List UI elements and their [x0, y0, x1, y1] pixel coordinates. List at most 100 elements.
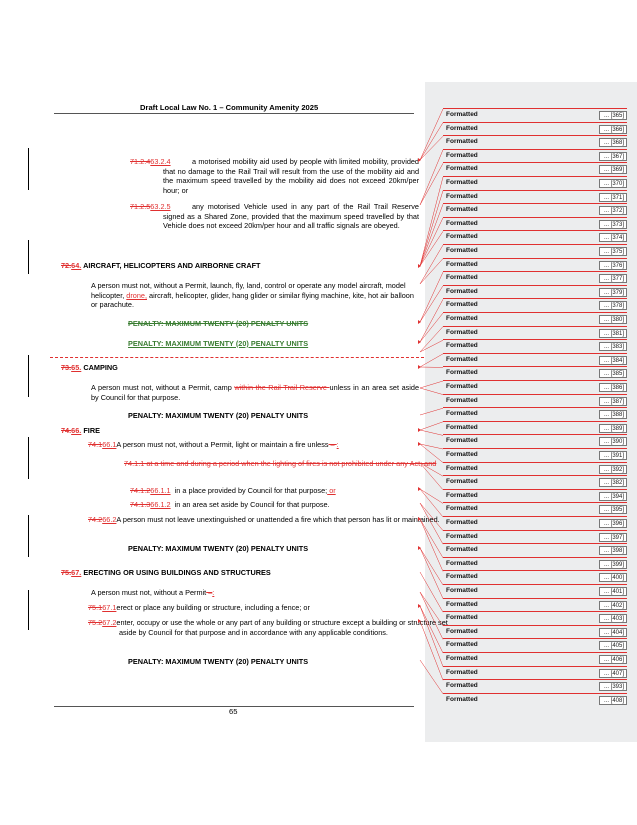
formatted-balloon[interactable]: Formatted ... [403] [443, 611, 627, 626]
balloon-ref-link[interactable]: ... [393] [599, 682, 627, 692]
formatted-balloon[interactable]: Formatted ... [377] [443, 271, 627, 286]
balloon-ref-link[interactable]: ... [395] [599, 505, 627, 515]
balloon-ref-link[interactable]: ... [405] [599, 641, 627, 651]
formatted-balloon[interactable]: Formatted ... [400] [443, 570, 627, 585]
formatted-balloon[interactable]: Formatted ... [376] [443, 257, 627, 273]
balloon-label: Formatted [446, 573, 478, 581]
formatted-balloon[interactable]: Formatted ... [394] [443, 488, 627, 504]
balloon-ref-link[interactable]: ... [392] [599, 464, 627, 474]
balloon-ref-link[interactable]: ... [378] [599, 301, 627, 311]
balloon-ref-link[interactable]: ... [399] [599, 559, 627, 569]
formatted-balloon[interactable]: Formatted ... [379] [443, 284, 627, 300]
balloon-ref-link[interactable]: ... [384] [599, 355, 627, 365]
formatted-balloon[interactable]: Formatted ... [375] [443, 244, 627, 259]
formatted-balloon[interactable]: Formatted ... [390] [443, 434, 627, 449]
balloon-ref-link[interactable]: ... [403] [599, 614, 627, 624]
formatted-balloon[interactable]: Formatted ... [366] [443, 121, 627, 137]
balloon-ref-link[interactable]: ... [386] [599, 383, 627, 392]
footer-rule [54, 706, 414, 707]
balloon-ref-link[interactable]: ... [397] [599, 532, 627, 542]
balloon-ref-link[interactable]: ... [391] [599, 451, 627, 460]
formatted-balloon[interactable]: Formatted ... [372] [443, 203, 627, 218]
balloon-ref-link[interactable]: ... [376] [599, 260, 627, 270]
formatted-balloon[interactable]: Formatted ... [402] [443, 597, 627, 613]
section-heading: 73.65. CAMPING [61, 363, 118, 372]
balloon-ref-link[interactable]: ... [369] [599, 165, 627, 175]
formatted-balloon[interactable]: Formatted ... [406] [443, 652, 627, 667]
balloon-label: Formatted [446, 274, 478, 282]
formatted-balloon[interactable]: Formatted ... [398] [443, 543, 627, 558]
formatted-balloon[interactable]: Formatted ... [387] [443, 393, 627, 409]
formatted-balloon[interactable]: Formatted ... [368] [443, 135, 627, 150]
balloon-ref-link[interactable]: ... [406] [599, 655, 627, 664]
balloon-ref-link[interactable]: ... [368] [599, 138, 627, 148]
balloon-ref-link[interactable]: ... [402] [599, 600, 627, 610]
formatted-balloon[interactable]: Formatted ... [404] [443, 624, 627, 640]
formatted-balloon[interactable]: Formatted ... [391] [443, 448, 627, 463]
balloon-label: Formatted [446, 627, 478, 635]
formatted-balloon[interactable]: Formatted ... [384] [443, 352, 627, 368]
balloon-ref-link[interactable]: ... [396] [599, 519, 627, 528]
formatted-balloon[interactable]: Formatted ... [380] [443, 312, 627, 327]
balloon-label: Formatted [446, 233, 478, 241]
balloon-ref-link[interactable]: ... [375] [599, 247, 627, 256]
formatted-balloon[interactable]: Formatted ... [374] [443, 230, 627, 245]
balloon-ref-link[interactable]: ... [388] [599, 410, 627, 420]
balloon-ref-link[interactable]: ... [373] [599, 219, 627, 229]
balloon-ref-link[interactable]: ... [407] [599, 668, 627, 678]
formatted-balloon[interactable]: Formatted ... [395] [443, 502, 627, 517]
formatted-balloon[interactable]: Formatted ... [381] [443, 325, 627, 341]
balloon-ref-link[interactable]: ... [365] [599, 111, 627, 120]
formatted-balloon[interactable]: Formatted ... [370] [443, 176, 627, 191]
balloon-ref-link[interactable]: ... [385] [599, 369, 627, 379]
balloon-ref-link[interactable]: ... [379] [599, 287, 627, 297]
balloon-label: Formatted [446, 383, 478, 390]
formatted-balloon[interactable]: Formatted ... [396] [443, 516, 627, 531]
balloon-ref-link[interactable]: ... [387] [599, 396, 627, 406]
formatted-balloon[interactable]: Formatted ... [405] [443, 638, 627, 653]
formatted-balloon[interactable]: Formatted ... [383] [443, 339, 627, 354]
formatted-balloon[interactable]: Formatted ... [371] [443, 189, 627, 205]
section-body: A person must not, without a Permit, cam… [91, 383, 420, 402]
formatted-balloon[interactable]: Formatted ... [385] [443, 366, 627, 381]
balloon-ref-link[interactable]: ... [390] [599, 437, 627, 447]
balloon-ref-link[interactable]: ... [370] [599, 179, 627, 188]
balloon-ref-link[interactable]: ... [381] [599, 328, 627, 338]
balloon-ref-link[interactable]: ... [398] [599, 546, 627, 556]
formatted-balloon[interactable]: Formatted ... [367] [443, 148, 627, 164]
change-bar [28, 590, 29, 630]
balloon-ref-link[interactable]: ... [380] [599, 315, 627, 324]
balloon-label: Formatted [446, 437, 478, 445]
balloon-ref-link[interactable]: ... [408] [599, 695, 627, 705]
formatted-balloon[interactable]: Formatted ... [386] [443, 380, 627, 395]
balloon-ref-link[interactable]: ... [401] [599, 587, 627, 596]
formatted-balloon[interactable]: Formatted ... [408] [443, 692, 627, 708]
balloon-label: Formatted [446, 247, 478, 254]
formatted-balloon[interactable]: Formatted ... [393] [443, 679, 627, 694]
formatted-balloon[interactable]: Formatted ... [389] [443, 420, 627, 436]
balloon-ref-link[interactable]: ... [371] [599, 192, 627, 202]
balloon-ref-link[interactable]: ... [394] [599, 491, 627, 501]
formatted-balloon[interactable]: Formatted ... [397] [443, 529, 627, 545]
balloon-ref-link[interactable]: ... [389] [599, 423, 627, 433]
balloon-ref-link[interactable]: ... [400] [599, 573, 627, 583]
formatted-balloon[interactable]: Formatted ... [378] [443, 298, 627, 313]
formatted-balloon[interactable]: Formatted ... [388] [443, 407, 627, 422]
balloon-ref-link[interactable]: ... [377] [599, 274, 627, 284]
balloon-ref-link[interactable]: ... [383] [599, 342, 627, 352]
formatted-balloon[interactable]: Formatted ... [373] [443, 216, 627, 232]
formatted-balloon[interactable]: Formatted ... [365] [443, 108, 627, 123]
formatted-balloon[interactable]: Formatted ... [401] [443, 584, 627, 599]
formatted-balloon[interactable]: Formatted ... [382] [443, 475, 627, 490]
change-bar [28, 355, 29, 397]
balloon-ref-link[interactable]: ... [404] [599, 627, 627, 637]
balloon-ref-link[interactable]: ... [374] [599, 233, 627, 243]
formatted-balloon[interactable]: Formatted ... [392] [443, 461, 627, 477]
balloon-ref-link[interactable]: ... [372] [599, 206, 627, 216]
balloon-ref-link[interactable]: ... [382] [599, 478, 627, 488]
formatted-balloon[interactable]: Formatted ... [407] [443, 665, 627, 681]
formatted-balloon[interactable]: Formatted ... [369] [443, 162, 627, 177]
balloon-ref-link[interactable]: ... [367] [599, 151, 627, 161]
formatted-balloon[interactable]: Formatted ... [399] [443, 556, 627, 572]
balloon-ref-link[interactable]: ... [366] [599, 124, 627, 134]
